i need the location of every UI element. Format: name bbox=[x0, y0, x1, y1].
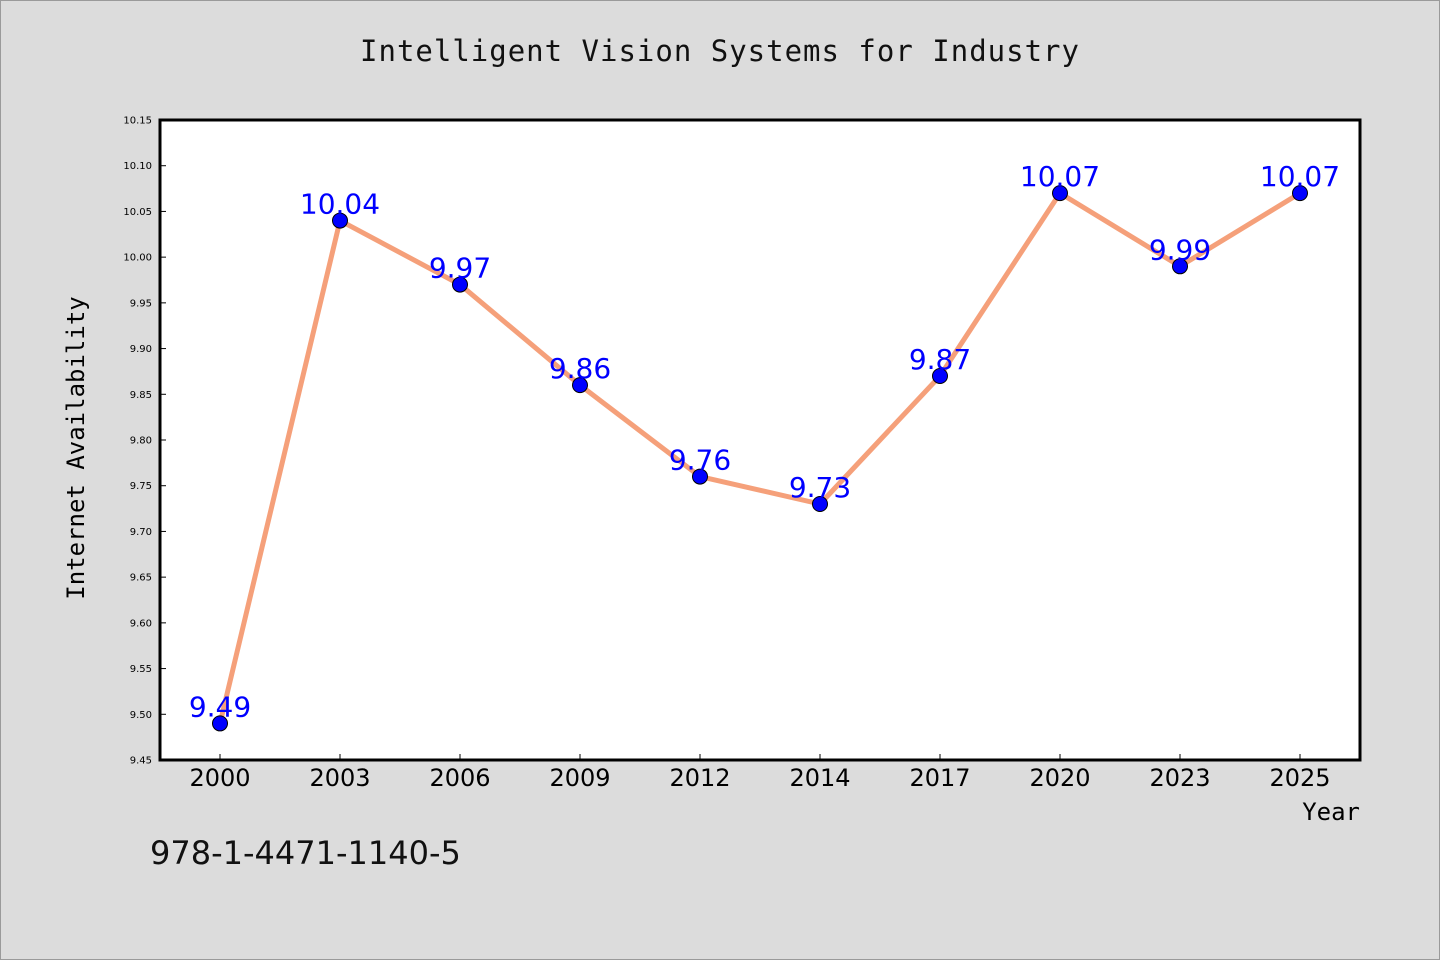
y-tick-label: 9.90 bbox=[130, 344, 152, 355]
data-points bbox=[212, 185, 1308, 732]
data-point bbox=[1292, 185, 1308, 202]
data-label: 9.99 bbox=[1149, 233, 1211, 266]
y-tick-label: 10.10 bbox=[123, 161, 152, 172]
y-tick-label: 9.50 bbox=[130, 710, 152, 721]
x-tick-label: 2023 bbox=[1149, 764, 1210, 792]
x-tick-label: 2020 bbox=[1029, 764, 1090, 792]
plot-area bbox=[158, 118, 1362, 762]
y-tick-label: 9.60 bbox=[130, 618, 152, 629]
series-line bbox=[217, 190, 1303, 726]
x-axis: 2000 2003 2006 2009 2012 2014 2017 2020 2023 2025 bbox=[189, 754, 1331, 792]
x-axis-label: Year bbox=[1302, 798, 1360, 826]
isbn-text: 978-1-4471-1140-5 bbox=[150, 834, 461, 872]
y-tick-label: 9.55 bbox=[130, 664, 152, 675]
data-label: 9.73 bbox=[789, 471, 851, 504]
y-axis: 9.45 9.50 9.55 9.60 9.65 9.70 9.75 9.80 9.85 9.90… bbox=[123, 116, 166, 767]
y-tick-label: 9.95 bbox=[130, 298, 152, 309]
chart-title: Intelligent Vision Systems for Industry bbox=[360, 34, 1080, 68]
x-tick-label: 2003 bbox=[309, 764, 370, 792]
y-tick-label: 10.00 bbox=[123, 253, 152, 264]
data-label: 10.07 bbox=[1020, 160, 1100, 193]
data-labels: 9.49 10.04 9.97 9.86 9.76 9.73 9.87 10.07 9.99 10… bbox=[189, 160, 1340, 723]
y-tick-label: 9.85 bbox=[130, 390, 152, 401]
y-tick-label: 9.65 bbox=[130, 573, 152, 584]
data-label: 9.97 bbox=[429, 252, 491, 285]
data-label: 9.86 bbox=[549, 352, 611, 385]
y-tick-label: 10.15 bbox=[123, 116, 152, 127]
x-tick-label: 2009 bbox=[549, 764, 610, 792]
y-axis-label: Internet Availability bbox=[62, 296, 90, 599]
y-tick-label: 9.80 bbox=[130, 436, 152, 447]
data-point bbox=[332, 212, 348, 229]
data-label: 9.49 bbox=[189, 690, 251, 723]
data-point bbox=[1172, 258, 1188, 275]
x-tick-label: 2006 bbox=[429, 764, 490, 792]
x-tick-label: 2025 bbox=[1269, 764, 1330, 792]
data-point bbox=[1052, 185, 1068, 202]
x-tick-label: 2012 bbox=[669, 764, 730, 792]
data-point bbox=[812, 496, 828, 512]
y-tick-label: 9.75 bbox=[130, 481, 152, 492]
data-point bbox=[212, 715, 228, 732]
y-tick-label: 9.45 bbox=[130, 756, 152, 767]
data-label: 10.04 bbox=[300, 188, 380, 221]
data-point bbox=[692, 468, 708, 485]
data-label: 10.07 bbox=[1260, 160, 1340, 193]
data-label: 9.87 bbox=[909, 343, 971, 376]
y-tick-label: 9.70 bbox=[130, 527, 152, 538]
data-point bbox=[932, 368, 948, 384]
data-label: 9.76 bbox=[669, 444, 731, 477]
x-tick-label: 2014 bbox=[789, 764, 850, 792]
x-tick-label: 2000 bbox=[189, 764, 250, 792]
series-line-group bbox=[217, 190, 1303, 726]
y-tick-label: 10.05 bbox=[123, 207, 152, 218]
data-point bbox=[572, 377, 588, 394]
data-point bbox=[452, 276, 468, 293]
x-tick-label: 2017 bbox=[909, 764, 970, 792]
